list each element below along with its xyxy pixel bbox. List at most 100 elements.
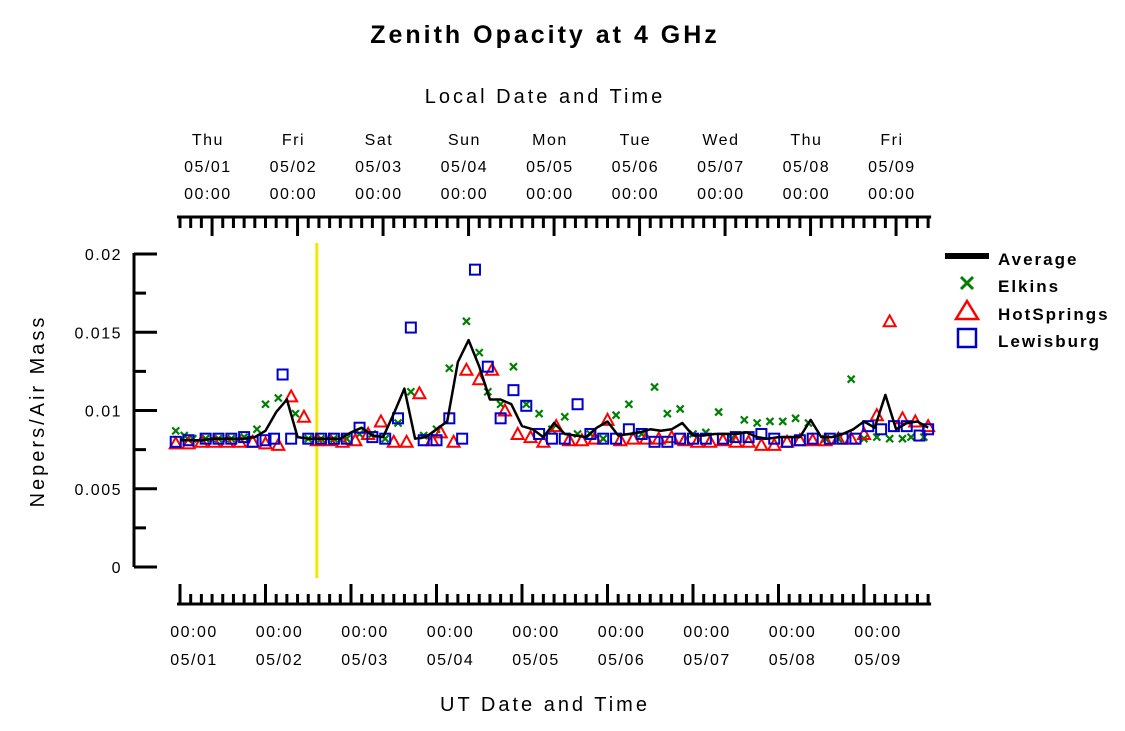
bottom-tick-time: 00:00 (769, 624, 817, 641)
lewisburg-point (169, 435, 182, 448)
legend: Average Elkins HotSprings Lewisburg (945, 250, 1110, 351)
elkins-point (291, 409, 300, 418)
elkins-point (885, 434, 894, 443)
bottom-tick-time: 00:00 (170, 624, 218, 641)
lewisburg-point (430, 434, 443, 447)
top-tick-date: 05/05 (526, 159, 574, 176)
lewisburg-point (922, 423, 935, 436)
legend-label: Elkins (998, 277, 1060, 296)
elkins-point (611, 410, 621, 420)
lewisburg-point (584, 427, 597, 440)
hotsprings-point (817, 432, 834, 447)
top-tick-date: 05/09 (868, 159, 916, 176)
legend-label: HotSprings (998, 305, 1110, 324)
chart-title: Zenith Opacity at 4 GHz (370, 21, 720, 49)
top-tick-day: Tue (620, 132, 651, 149)
lewisburg-point (520, 399, 533, 412)
lewisburg-point (729, 431, 742, 444)
lewisburg-point (259, 434, 272, 447)
lewisburg-point (353, 421, 366, 434)
elkins-point (663, 409, 672, 418)
lewisburg-point (285, 432, 298, 445)
lewisburg-point (404, 321, 417, 334)
bottom-tick-date: 05/02 (256, 652, 304, 669)
elkins-point (171, 426, 181, 436)
top-tick-time: 00:00 (355, 186, 403, 203)
top-tick-date: 05/01 (184, 159, 232, 176)
hotsprings-point (168, 435, 184, 450)
top-tick-date: 05/03 (355, 159, 403, 176)
bottom-tick-date: 05/06 (598, 652, 646, 669)
lewisburg-point (806, 432, 819, 445)
elkins-point (765, 417, 775, 426)
hotsprings-point (753, 436, 770, 451)
bottom-tick-date: 05/01 (170, 652, 218, 669)
elkins-point (778, 417, 788, 426)
lewisburg-point (875, 423, 888, 436)
bottom-tick-time: 00:00 (854, 624, 902, 641)
y-tick-label: 0 (112, 560, 122, 577)
elkins-point (521, 399, 531, 409)
legend-hotsprings-swatch (953, 298, 981, 321)
elkins-point (906, 432, 916, 442)
elkins-point (474, 348, 484, 357)
top-axis-title: Local Date and Time (425, 86, 665, 108)
average-line (180, 338, 929, 442)
lewisburg-point (417, 434, 430, 447)
lewisburg-point (392, 412, 405, 425)
hotsprings-point (561, 432, 577, 447)
hotsprings-point (180, 435, 197, 450)
hotsprings-point (702, 433, 718, 448)
y-tick-label: 0.015 (74, 325, 122, 342)
elkins-point (740, 415, 749, 425)
lewisburg-point (648, 435, 661, 448)
lewisburg-point (494, 412, 507, 425)
legend-label: Average (998, 250, 1078, 269)
lewisburg-point (823, 432, 836, 445)
top-tick-date: 05/06 (612, 159, 660, 176)
top-tick-time: 00:00 (441, 186, 489, 203)
lewisburg-point (913, 429, 926, 442)
bottom-tick-time: 00:00 (512, 624, 560, 641)
elkins-point (274, 393, 283, 403)
bottom-tick-date: 05/08 (769, 652, 817, 669)
hotsprings-point (510, 425, 526, 440)
series-layer (168, 263, 936, 451)
lewisburg-point (597, 432, 610, 445)
top-tick-day: Sat (365, 132, 394, 149)
top-tick-time: 00:00 (526, 186, 574, 203)
hotsprings-point (484, 361, 500, 376)
y-tick-label: 0.005 (74, 482, 122, 499)
bottom-tick-date: 05/03 (341, 652, 389, 669)
lewisburg-point (699, 432, 712, 445)
lewisburg-point (268, 432, 281, 445)
top-tick-time: 00:00 (184, 186, 232, 203)
hotsprings-point (398, 433, 415, 448)
lewisburg-point (545, 432, 558, 445)
bottom-tick-date: 05/05 (512, 652, 560, 669)
bottom-tick-date: 05/04 (427, 652, 475, 669)
top-tick-time: 00:00 (270, 186, 318, 203)
hotsprings-point (296, 408, 312, 423)
legend-label: Lewisburg (998, 332, 1101, 351)
elkins-point (462, 317, 471, 326)
hotsprings-point (283, 388, 299, 403)
lewisburg-point (481, 360, 494, 373)
bottom-tick-time: 00:00 (341, 624, 389, 641)
lewisburg-point (507, 384, 520, 397)
hotsprings-point (458, 361, 475, 376)
elkins-point (675, 404, 685, 414)
elkins-point (509, 362, 518, 371)
y-axis-title: Nepers/Air Mass (27, 315, 49, 508)
lewisburg-point (468, 263, 481, 276)
hotsprings-point (411, 385, 428, 400)
series-average (180, 338, 929, 442)
elkins-point (714, 407, 723, 417)
lewisburg-point (456, 432, 469, 445)
elkins-point (560, 412, 570, 422)
elkins-point (650, 382, 659, 392)
top-tick-date: 05/02 (270, 159, 318, 176)
elkins-point (445, 363, 454, 373)
x-axis-title: UT Date and Time (440, 694, 650, 716)
